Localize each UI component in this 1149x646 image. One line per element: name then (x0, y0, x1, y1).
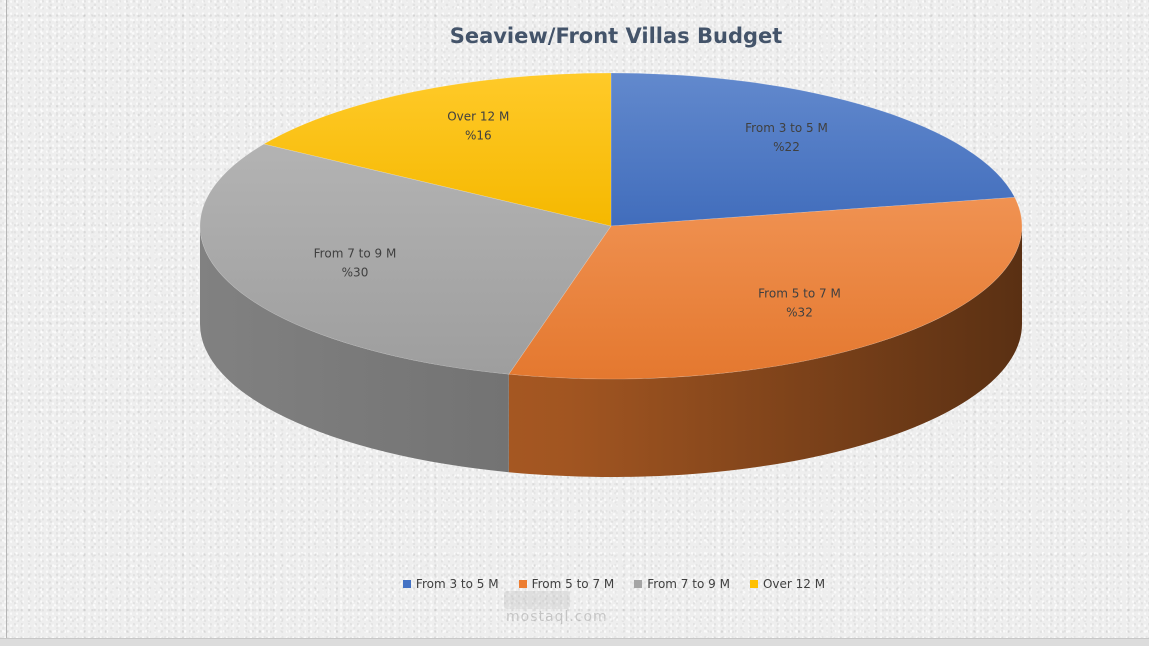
slice-label-value-2: %32 (786, 305, 813, 319)
pie-side-walls (200, 226, 1022, 477)
legend-swatch-1 (402, 580, 411, 588)
left-divider (6, 0, 7, 646)
legend-item-1: From 3 to 5 M (402, 577, 499, 591)
bottom-strip (0, 638, 1149, 646)
pie-slice-2 (508, 197, 1023, 380)
pie-slices (199, 72, 1023, 380)
pie-side-3 (200, 226, 509, 473)
pie-slice-1 (610, 72, 1016, 227)
legend-item-3: From 7 to 9 M (634, 577, 730, 591)
legend-swatch-2 (518, 580, 527, 588)
slice-label-category-3: From 7 to 9 M (314, 247, 397, 261)
chart-legend: From 3 to 5 M From 5 to 7 M From 7 to 9 M O… (0, 577, 1149, 591)
slice-label-category-1: From 3 to 5 M (745, 121, 828, 135)
legend-label-4: Over 12 M (762, 577, 826, 591)
legend-label-1: From 3 to 5 M (415, 577, 499, 591)
legend-label-3: From 7 to 9 M (647, 577, 730, 591)
slice-label-category-2: From 5 to 7 M (758, 286, 841, 300)
slice-label-value-4: %16 (465, 129, 492, 143)
slice-label-category-4: Over 12 M (447, 110, 509, 124)
chart-title: Seaview/Front Villas Budget (449, 24, 783, 48)
legend-label-2: From 5 to 7 M (531, 577, 615, 591)
slice-label-value-1: %22 (773, 140, 800, 154)
legend-item-2: From 5 to 7 M (518, 577, 615, 591)
slice-label-value-3: %30 (342, 266, 369, 280)
pie-data-labels: From 3 to 5 M %22 From 5 to 7 M %32 From 7 t… (314, 110, 841, 320)
pie-slice-3 (199, 143, 612, 375)
legend-swatch-4 (749, 580, 758, 588)
legend-item-4: Over 12 M (749, 577, 826, 591)
pie-side-2 (508, 226, 1022, 477)
pie-slice-4 (263, 72, 612, 227)
legend-swatch-3 (634, 580, 643, 588)
